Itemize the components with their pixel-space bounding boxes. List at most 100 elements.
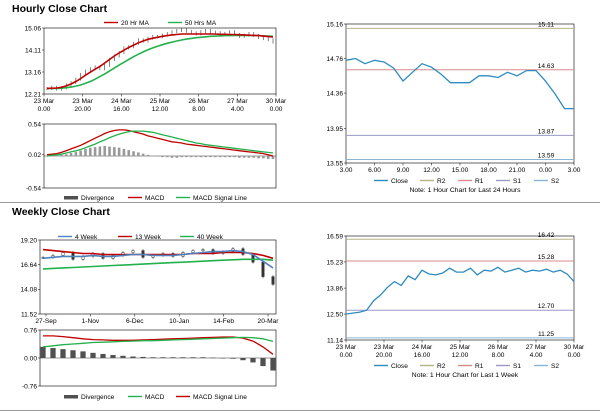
weekly-legend-4wk-label: 4 Week [75, 234, 98, 241]
weekly-1w-legend-close-label: Close [391, 363, 408, 370]
hourly-macd-divergence-bar [141, 153, 145, 156]
weekly-1w-legend-s2-label: S2 [551, 363, 559, 370]
hourly-24h-xtick: 15.00 [452, 167, 469, 174]
weekly-1w-level-label-r1: 15.28 [538, 254, 555, 261]
weekly-1w-xtick-date: 30 Mar [564, 344, 585, 351]
hourly-24h-xtick: 12.00 [423, 167, 440, 174]
hourly-macd-divergence-bar [74, 151, 78, 156]
hourly-macd-ytick: 0.02 [28, 152, 41, 159]
hourly-24h-ytick: 14.36 [326, 90, 343, 97]
hourly-price-xtick-date: 23 Mar [72, 98, 93, 105]
hourly-24h-xtick: 21.00 [509, 167, 526, 174]
weekly-macd-divergence-bar [90, 352, 96, 358]
weekly-price-xtick: 6-Dec [126, 318, 144, 325]
hourly-macd-divergence-bar [79, 150, 82, 156]
hourly-macd-divergence-bar [117, 147, 121, 156]
hourly-macd-divergence-bar [161, 156, 164, 158]
hourly-macd-divergence-bar [185, 156, 188, 158]
hourly-24h-xtick: 9.00 [397, 167, 410, 174]
weekly-1w-note: Note: 1 Hour Chart for Last 1 Week [412, 372, 519, 379]
hourly-macd-ytick: 0.54 [28, 121, 41, 128]
hourly-24h-level-label-s2: 13.59 [538, 153, 555, 160]
hourly-macd-legend-signal-label: MACD Signal Line [193, 195, 247, 202]
weekly-price-candle [271, 276, 275, 285]
weekly-1w-xtick-time: 0.00 [568, 352, 581, 359]
weekly-macd-divergence-bar [260, 358, 266, 367]
weekly-macd-legend-signal-label: MACD Signal Line [193, 394, 247, 401]
weekly-1w-level-label-s1: 12.70 [538, 303, 555, 310]
hourly-macd-macd-line [46, 129, 274, 157]
hourly-section-title: Hourly Close Chart [12, 3, 108, 15]
hourly-macd-divergence-bar [242, 156, 246, 158]
hourly-macd-divergence-bar [180, 156, 183, 158]
hourly-macd-divergence-bar [204, 156, 207, 158]
weekly-1w-plot-frame [345, 235, 575, 341]
hourly-macd-divergence-bar [262, 156, 265, 159]
weekly-1w-ytick: 15.23 [326, 259, 343, 266]
hourly-macd-divergence-bar [214, 156, 217, 158]
hourly-24h-ytick: 13.55 [326, 160, 343, 167]
weekly-macd-divergence-bar [150, 357, 156, 358]
hourly-24h-ytick: 13.95 [326, 126, 343, 133]
weekly-macd-divergence-bar [200, 357, 206, 358]
weekly-1w-level-label-r2: 16.42 [538, 232, 555, 239]
hourly-macd-divergence-bar [233, 156, 236, 158]
hourly-price-ytick: 14.11 [25, 47, 41, 54]
hourly-24h-legend-close-label: Close [391, 178, 408, 185]
weekly-price-ytick: 16.64 [20, 262, 37, 269]
hourly-macd-divergence-bar [156, 156, 159, 157]
weekly-1w-xtick-date: 23 Mar [374, 344, 395, 351]
weekly-1w-xtick-date: 26 Mar [488, 344, 509, 351]
weekly-1w-legend-s1-label: S1 [513, 363, 521, 370]
hourly-24h-note: Note: 1 Hour Chart for Last 24 Hours [409, 187, 521, 194]
hourly-macd-divergence-bar [266, 156, 270, 159]
hourly-macd-divergence-bar [247, 156, 251, 158]
hourly-macd-divergence-bar [238, 156, 241, 158]
weekly-macd-ytick: -0.76 [22, 383, 37, 390]
hourly-price-xtick-time: 16.00 [113, 106, 130, 113]
weekly-macd-divergence-bar [230, 358, 236, 359]
hourly-macd-divergence-bar [60, 154, 63, 156]
weekly-price-ma4-line [42, 249, 274, 269]
hourly-macd-divergence-bar [228, 156, 232, 158]
hourly-macd-divergence-bar [93, 147, 97, 156]
weekly-macd-divergence-bar [130, 356, 136, 358]
weekly-macd-divergence-bar [160, 357, 166, 358]
hourly-price-xtick-time: 8.00 [192, 106, 205, 113]
hourly-macd-divergence-bar [189, 156, 193, 158]
hourly-macd-divergence-bar [98, 146, 102, 156]
hourly-price-xtick-time: 4.00 [231, 106, 244, 113]
hourly-24h-legend-r1-label: R1 [475, 178, 484, 185]
weekly-macd-divergence-bar [40, 346, 46, 358]
weekly-1w-xtick-time: 16.00 [414, 352, 431, 359]
weekly-price-ytick: 14.08 [20, 287, 37, 294]
weekly-1w-xtick-time: 12.00 [452, 352, 469, 359]
weekly-macd-divergence-bar [270, 358, 276, 371]
weekly-macd-divergence-bar [80, 351, 86, 358]
hourly-macd-divergence-bar [165, 156, 169, 158]
hourly-24h-level-label-r1: 14.63 [538, 63, 555, 70]
hourly-price-xtick-date: 25 Mar [150, 98, 171, 105]
hourly-macd-divergence-bar [151, 156, 155, 157]
hourly-price-xtick-time: 12.00 [152, 106, 169, 113]
weekly-macd-divergence-bar [140, 356, 146, 358]
hourly-macd-divergence-bar [103, 145, 106, 156]
weekly-macd-legend-divergence-swatch [64, 395, 78, 399]
weekly-price-candle [261, 261, 265, 277]
weekly-price-candle [201, 249, 205, 251]
hourly-macd-legend-macd-label: MACD [145, 195, 165, 202]
weekly-1w-level-label-s2: 11.25 [538, 331, 554, 338]
weekly-1w-ytick: 16.59 [326, 233, 343, 240]
weekly-macd-divergence-bar [240, 358, 246, 361]
hourly-24h-level-label-r2: 15.11 [538, 21, 554, 28]
weekly-macd-macd-line [43, 335, 274, 355]
hourly-macd-divergence-bar [64, 154, 68, 156]
hourly-macd-divergence-bar [122, 148, 126, 156]
hourly-price-plot-frame [43, 27, 277, 95]
hourly-legend-50hr-label: 50 Hrs MA [185, 20, 217, 27]
hourly-24h-legend-r2-label: R2 [437, 178, 446, 185]
weekly-price-xtick: 14-Feb [213, 318, 234, 325]
weekly-1w-xtick-time: 20.00 [376, 352, 393, 359]
weekly-1w-xtick-time: 8.00 [492, 352, 505, 359]
hourly-price-ytick: 12.21 [24, 91, 41, 98]
